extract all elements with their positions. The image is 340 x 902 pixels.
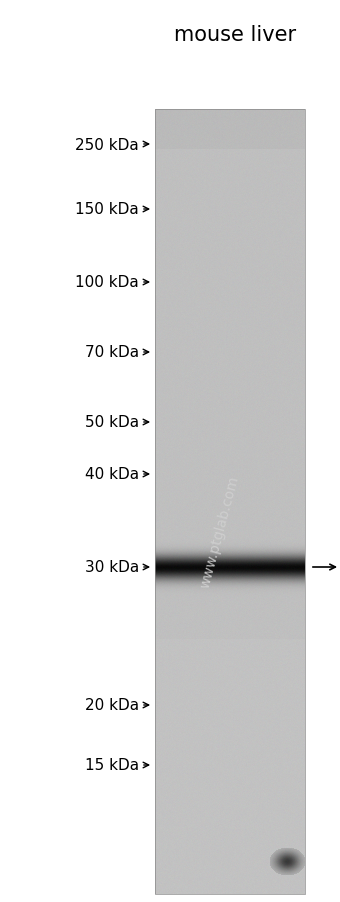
Text: 150 kDa: 150 kDa <box>75 202 139 217</box>
Text: 20 kDa: 20 kDa <box>85 698 139 713</box>
Text: 15 kDa: 15 kDa <box>85 758 139 773</box>
Text: 70 kDa: 70 kDa <box>85 345 139 360</box>
Text: 250 kDa: 250 kDa <box>75 137 139 152</box>
Text: 30 kDa: 30 kDa <box>85 560 139 575</box>
Bar <box>155 110 305 894</box>
Text: mouse liver: mouse liver <box>174 25 296 45</box>
Text: 40 kDa: 40 kDa <box>85 467 139 482</box>
Text: www.ptglab.com: www.ptglab.com <box>198 474 242 590</box>
Text: 100 kDa: 100 kDa <box>75 275 139 290</box>
Text: 50 kDa: 50 kDa <box>85 415 139 430</box>
